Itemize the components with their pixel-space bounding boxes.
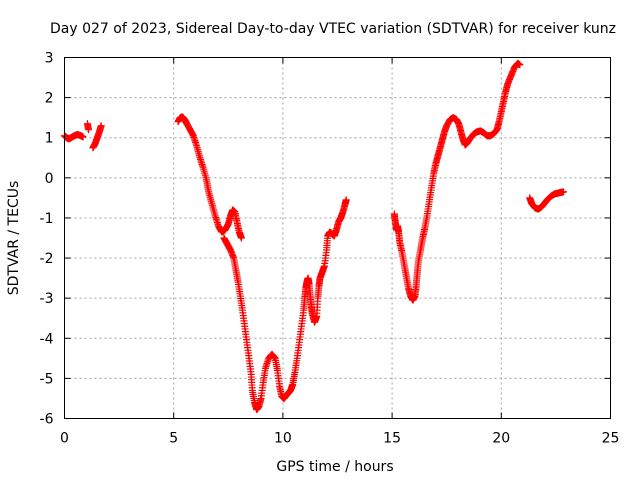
x-tick-label: 15 (383, 431, 401, 447)
y-tick-label: -4 (40, 331, 54, 347)
axis-ticks (64, 57, 611, 419)
y-axis-label: SDTVAR / TECUs (6, 181, 22, 296)
x-axis-label: GPS time / hours (276, 459, 393, 475)
data-series (61, 60, 568, 414)
data-segment (61, 131, 87, 143)
plot-frame (64, 57, 611, 419)
data-point (342, 196, 350, 204)
y-tick-label: 0 (45, 171, 54, 187)
x-tick-label: 20 (492, 431, 510, 447)
grid-lines (64, 57, 611, 419)
data-point (516, 61, 524, 69)
data-point (560, 188, 568, 196)
x-tick-label: 5 (169, 431, 178, 447)
y-tick-label: -6 (40, 412, 54, 428)
data-segment (526, 188, 568, 213)
x-tick-label: 25 (602, 431, 620, 447)
x-tick-label: 10 (274, 431, 292, 447)
data-segment (220, 196, 350, 414)
x-tick-label: 0 (60, 431, 69, 447)
data-segment (83, 120, 93, 134)
data-segment (174, 113, 245, 242)
y-tick-label: -3 (40, 291, 54, 307)
data-segment (390, 60, 524, 304)
y-tick-label: 2 (45, 91, 54, 107)
y-tick-label: 3 (45, 51, 54, 67)
tick-labels: 0 5 10 15 20 25 -6 -5 -4 -3 -2 -1 0 1 2 3 (40, 51, 620, 447)
y-tick-label: -2 (40, 251, 54, 267)
y-tick-label: -5 (40, 371, 54, 387)
data-point (85, 126, 93, 134)
chart-title: Day 027 of 2023, Sidereal Day-to-day VTE… (50, 21, 616, 37)
data-point (79, 133, 87, 141)
data-point (97, 122, 105, 130)
y-tick-label: -1 (40, 211, 54, 227)
data-point (237, 234, 245, 242)
y-tick-label: 1 (45, 131, 54, 147)
data-segment (89, 122, 105, 152)
